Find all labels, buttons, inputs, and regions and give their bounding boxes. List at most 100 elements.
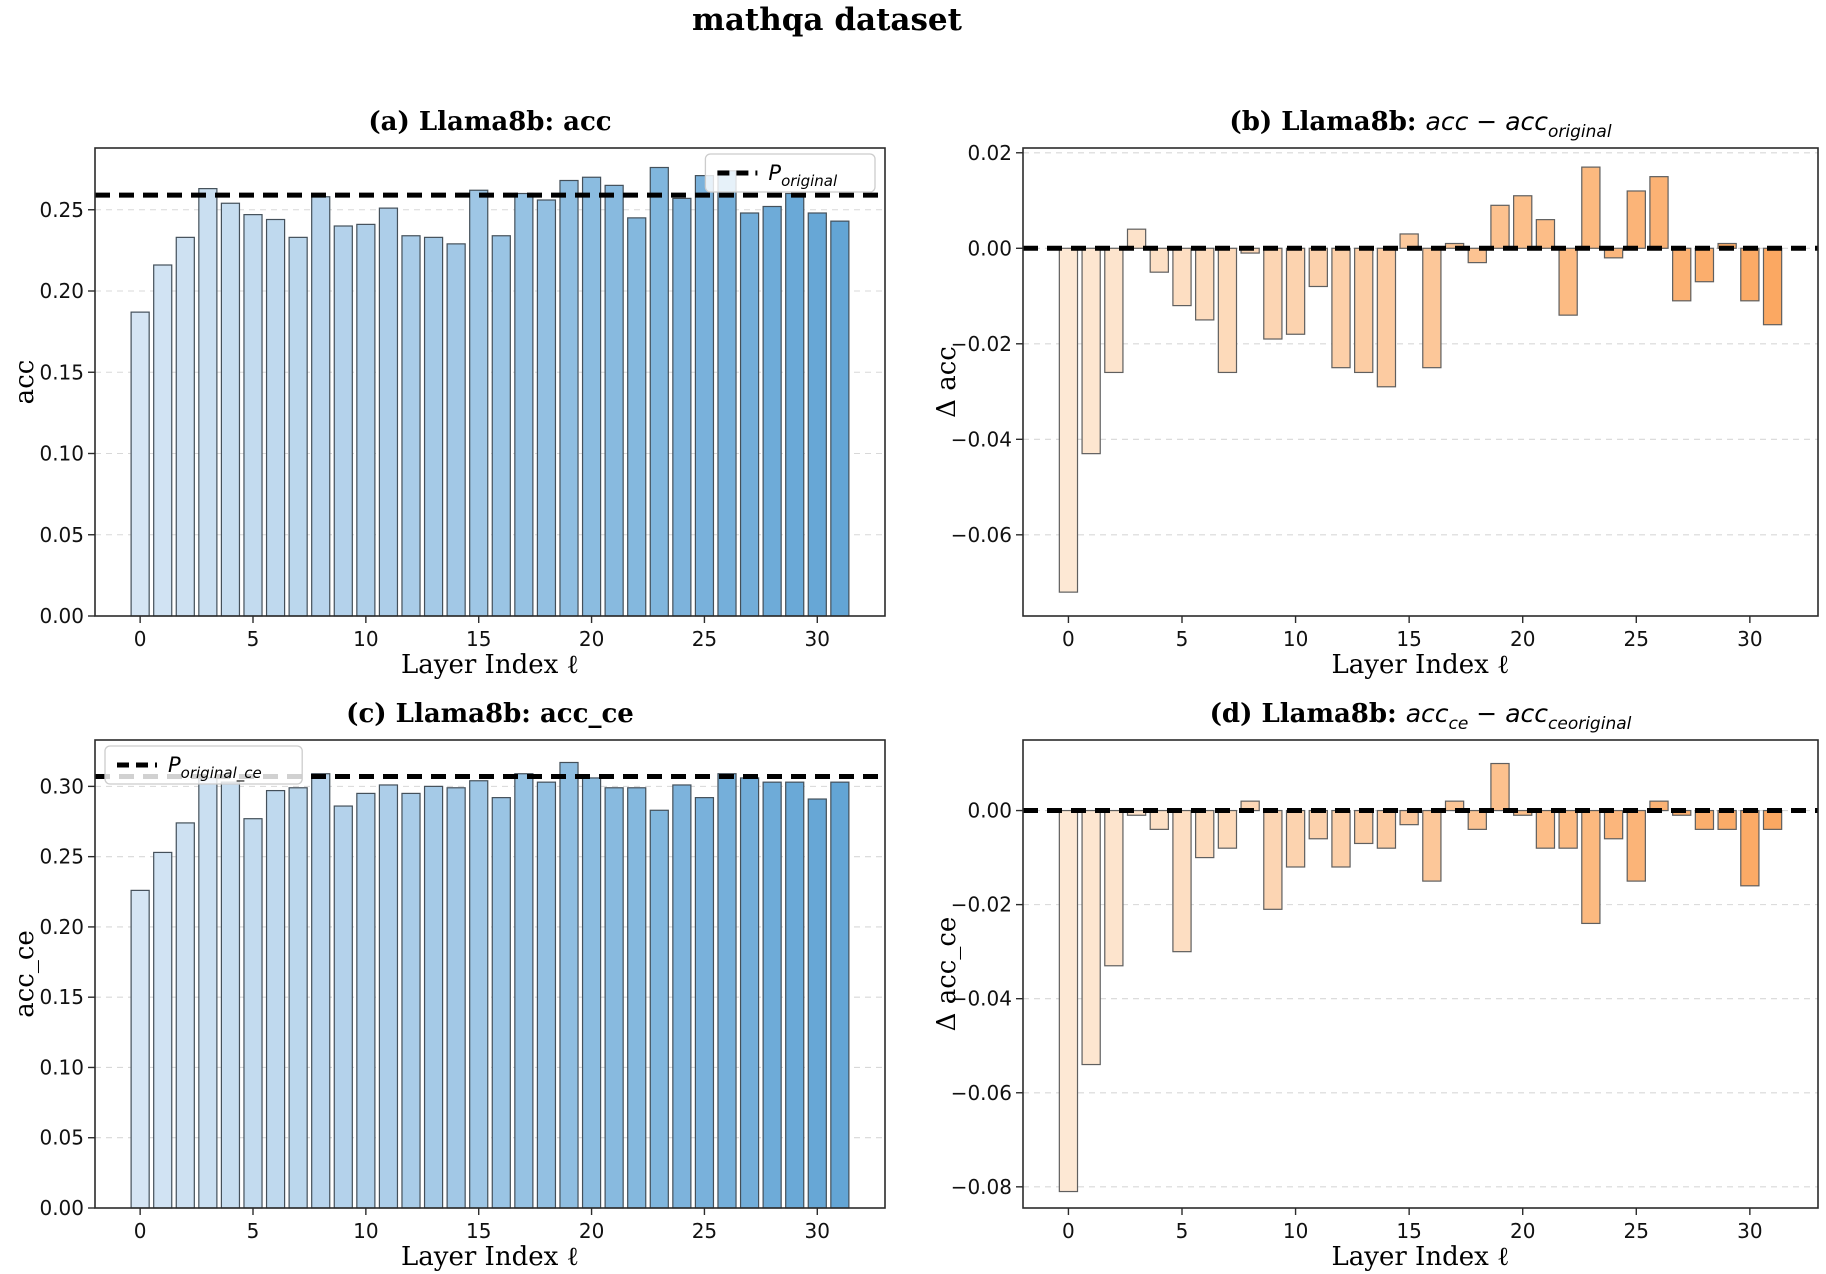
- y-tick-label: −0.04: [951, 427, 1012, 451]
- bar-layer-1: [153, 264, 173, 617]
- bar-layer-14: [1376, 809, 1397, 849]
- bar-layer-6: [265, 218, 286, 617]
- bar-layer-30: [807, 798, 827, 1209]
- bar-layer-0: [130, 311, 150, 617]
- x-tick-label: 20: [1510, 1219, 1535, 1243]
- bar-layer-11: [378, 784, 399, 1209]
- bar-layer-21: [604, 787, 624, 1209]
- x-tick-label: 10: [1283, 627, 1308, 651]
- bar-layer-13: [1354, 247, 1374, 374]
- bar-layer-0: [1058, 809, 1079, 1193]
- bar-layer-27: [739, 212, 760, 617]
- bar-layer-1: [1081, 247, 1101, 455]
- y-tick-label: −0.02: [951, 332, 1012, 356]
- bar-layer-9: [1263, 247, 1283, 340]
- x-tick-label: 15: [1396, 627, 1421, 651]
- x-tick-label: 15: [466, 627, 491, 651]
- y-tick-label: 0.15: [39, 985, 84, 1009]
- bar-layer-3: [1126, 228, 1147, 249]
- figure-title: mathqa dataset: [692, 2, 962, 38]
- y-tick-label: −0.08: [951, 1175, 1012, 1199]
- y-tick-label: 0.10: [39, 442, 84, 466]
- bar-layer-21: [1535, 809, 1556, 849]
- bar-layer-25: [1626, 190, 1646, 249]
- panel-a-acc-chart: 0.00 0.05 0.10 0.15 0.20 0.25 0 5 10 15 20 25 30 Laye…: [10, 107, 886, 680]
- bar-layer-11: [378, 207, 399, 617]
- y-axis-label: acc_ce: [10, 930, 40, 1018]
- bar-layer-26: [717, 170, 737, 617]
- bar-layer-0: [130, 889, 150, 1209]
- bar-layer-18: [536, 199, 557, 617]
- y-tick-label: 0.25: [39, 845, 84, 869]
- x-tick-label: 20: [579, 1219, 604, 1243]
- x-tick-label: 30: [805, 627, 830, 651]
- bar-layer-24: [672, 197, 692, 617]
- bar-layer-5: [243, 214, 263, 617]
- bar-layer-6: [1195, 247, 1215, 321]
- bar-layer-10: [356, 792, 376, 1209]
- bar-layer-8: [311, 773, 331, 1209]
- plot-border: [1022, 739, 1819, 1209]
- x-tick-label: 15: [466, 1219, 491, 1243]
- bar-layer-12: [1331, 247, 1351, 369]
- bar-layer-18: [1467, 247, 1487, 264]
- bar-layer-6: [265, 789, 286, 1209]
- y-tick-label: 0.00: [967, 799, 1012, 823]
- bar-layer-1: [153, 851, 173, 1209]
- x-tick-label: 30: [805, 1219, 830, 1243]
- x-tick-label: 5: [247, 1219, 260, 1243]
- x-tick-label: 25: [692, 627, 717, 651]
- bar-layer-29: [785, 192, 805, 617]
- bar-layer-13: [423, 236, 444, 617]
- x-tick-label: 25: [1624, 1219, 1649, 1243]
- bar-layer-22: [1558, 809, 1578, 849]
- x-axis-label: Layer Index ℓ: [401, 1242, 579, 1272]
- bar-layer-25: [1626, 809, 1646, 882]
- bar-layer-23: [1581, 166, 1601, 249]
- x-tick-label: 5: [247, 627, 260, 651]
- bar-layer-18: [1467, 809, 1487, 830]
- legend-box: [104, 745, 303, 785]
- bar-layer-14: [446, 243, 466, 617]
- bar-layer-9: [333, 225, 353, 617]
- x-tick-label: 10: [353, 1219, 378, 1243]
- bar-layer-20: [581, 176, 602, 617]
- bar-layer-16: [1422, 809, 1442, 882]
- bar-layer-19: [1490, 762, 1510, 812]
- panel-title: (a) Llama8b: acc: [368, 107, 611, 137]
- bar-layer-25: [694, 797, 715, 1209]
- panel-b-delta-acc-chart: 0.02 0.00 −0.02 −0.04 −0.06 0 5 10 15 20 25 30 Layer…: [932, 107, 1819, 680]
- gridlines: [1023, 152, 1818, 536]
- y-tick-label: 0.00: [39, 604, 84, 628]
- bar-layer-4: [1149, 247, 1169, 273]
- x-tick-label: 15: [1396, 1219, 1421, 1243]
- bar-layer-2: [1104, 809, 1124, 967]
- bar-layer-17: [1444, 800, 1465, 812]
- bar-layer-26: [1649, 176, 1669, 249]
- y-axis-ticks: 0.02 0.00 −0.02 −0.04 −0.06: [951, 141, 1023, 547]
- bar-layer-22: [1558, 247, 1578, 316]
- bar-layer-2: [1104, 247, 1124, 374]
- bar-layer-15: [469, 189, 489, 617]
- bar-layer-2: [175, 236, 195, 617]
- bar-layer-3: [198, 777, 218, 1209]
- bar-layer-20: [581, 777, 602, 1209]
- y-axis-label: Δ acc_ce: [932, 917, 962, 1032]
- bar-layer-23: [1581, 809, 1601, 925]
- gridlines: [1023, 810, 1818, 1188]
- x-axis-ticks: 0 5 10 15 20 25 30: [134, 1208, 830, 1243]
- bar-layer-5: [1172, 247, 1192, 307]
- x-tick-label: 0: [134, 627, 147, 651]
- panel-title: (b) Llama8b: acc − accoriginal: [1229, 107, 1611, 142]
- bar-layer-21: [604, 184, 624, 617]
- x-tick-label: 0: [134, 1219, 147, 1243]
- y-axis-ticks: 0.00 0.05 0.10 0.15 0.20 0.25: [39, 198, 95, 628]
- bar-layer-28: [1694, 247, 1715, 283]
- bar-layer-31: [830, 781, 850, 1209]
- bar-layer-5: [243, 818, 263, 1209]
- bar-layer-16: [1422, 247, 1442, 369]
- x-tick-label: 25: [692, 1219, 717, 1243]
- y-tick-label: −0.04: [951, 987, 1012, 1011]
- bar-layer-28: [762, 781, 782, 1209]
